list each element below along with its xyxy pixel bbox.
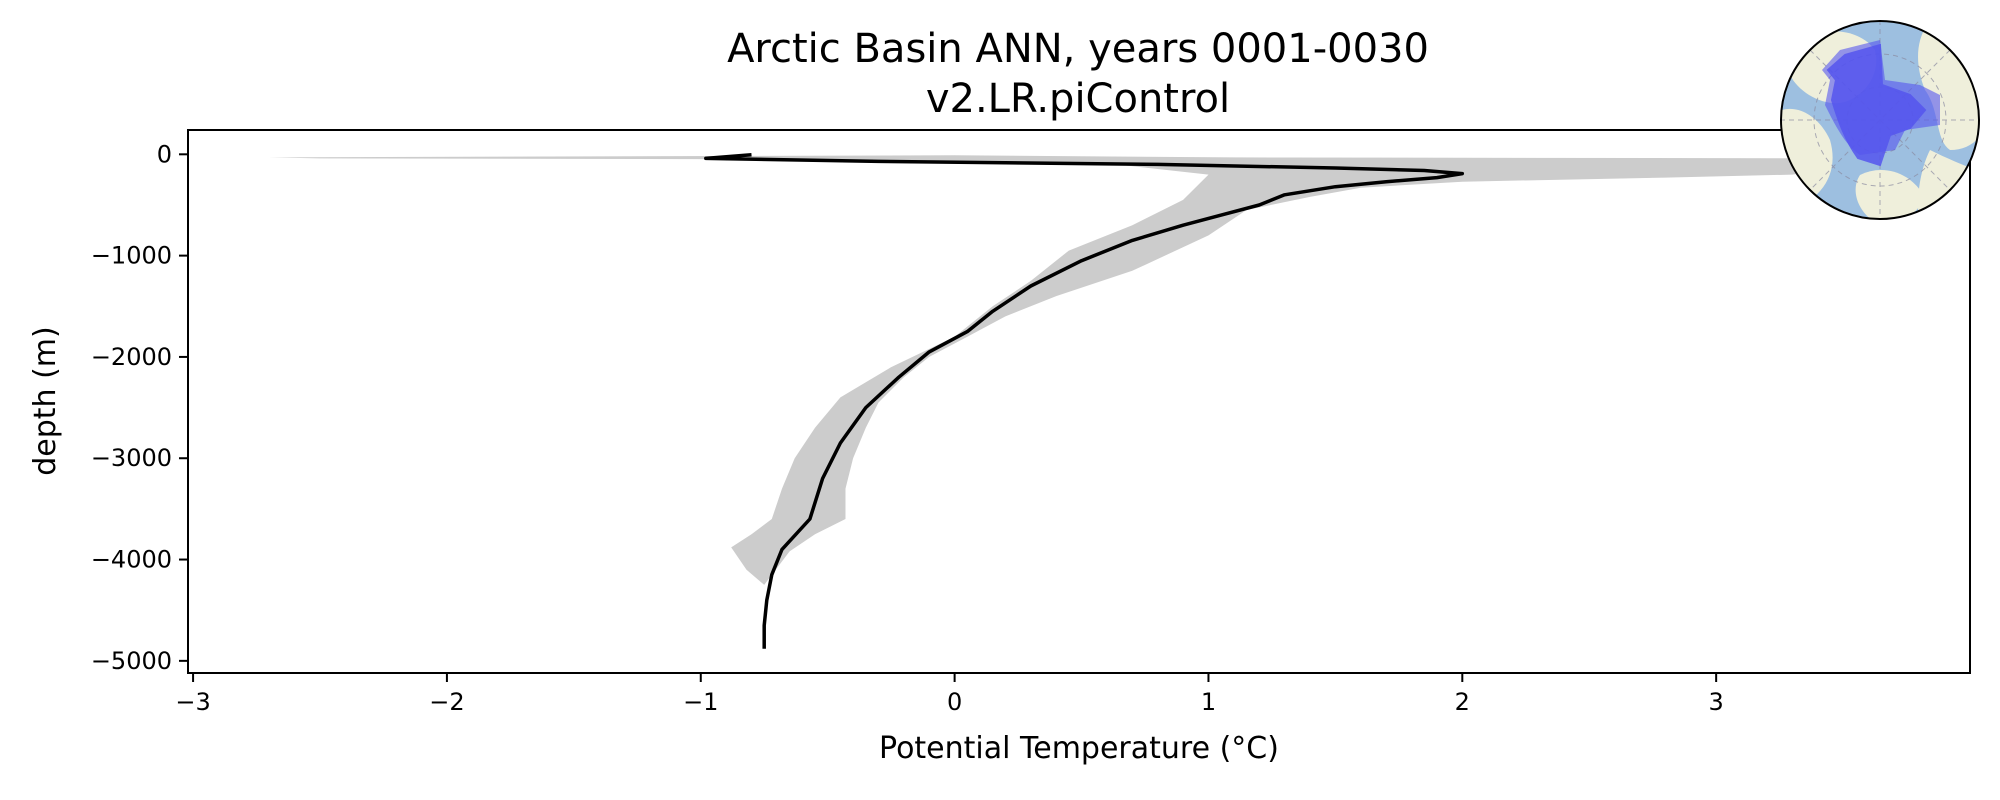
x-tick-label: −1 [683, 688, 718, 716]
map-region-outline [1826, 43, 1927, 167]
y-tick-label: −1000 [91, 242, 172, 270]
x-axis-label: Potential Temperature (°C) [879, 731, 1279, 766]
chart-title: Arctic Basin ANN, years 0001-0030 [727, 26, 1429, 72]
x-tick-label: 1 [1201, 688, 1216, 716]
plot-area [269, 153, 1920, 649]
x-tick-label: −3 [175, 688, 210, 716]
map-land-scandinavia [1855, 170, 1922, 219]
y-axis: 0 −1000 −2000 −3000 −4000 −5000 [91, 140, 188, 675]
map-border [1780, 20, 1980, 220]
mean-temperature-line [704, 153, 1465, 649]
x-tick-label: 3 [1709, 688, 1724, 716]
y-tick-label: −3000 [91, 444, 172, 472]
y-tick-label: −2000 [91, 343, 172, 371]
map-land-siberia [1781, 108, 1833, 210]
chart-subtitle: v2.LR.piControl [926, 76, 1230, 122]
axes-frame [187, 129, 1971, 674]
y-tick-label: −5000 [91, 647, 172, 675]
x-tick-label: 2 [1455, 688, 1470, 716]
x-tick-label: −2 [429, 688, 464, 716]
temperature-range-band [269, 155, 1920, 585]
x-axis: −3 −2 −1 0 1 2 3 [175, 673, 1724, 716]
y-tick-label: 0 [157, 140, 172, 168]
y-tick-label: −4000 [91, 546, 172, 574]
y-axis-label: depth (m) [28, 326, 63, 476]
x-tick-label: 0 [947, 688, 962, 716]
